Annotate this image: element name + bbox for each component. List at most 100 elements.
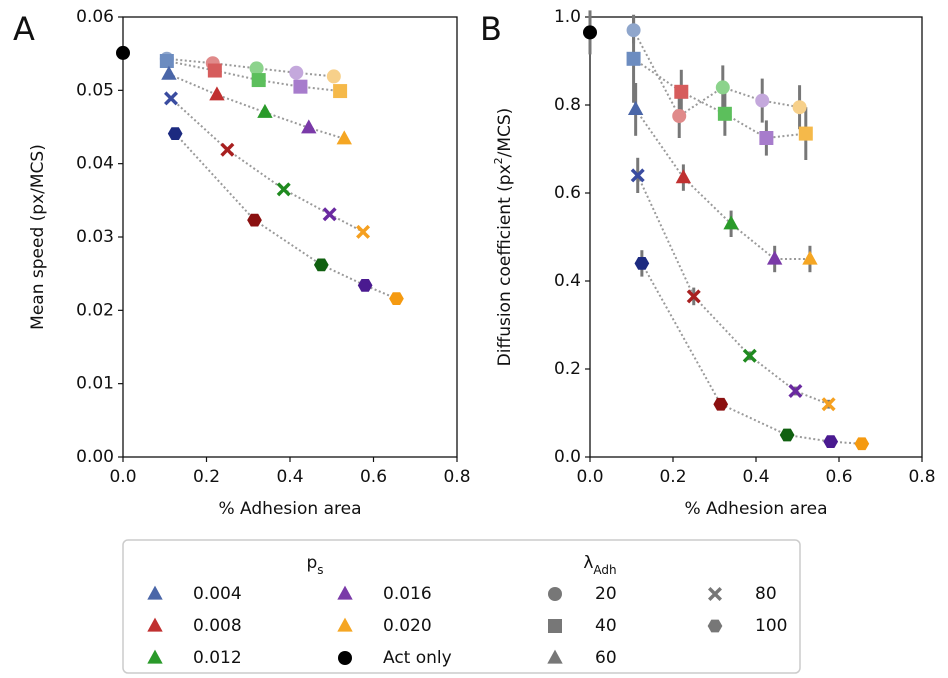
marker — [634, 257, 650, 270]
legend-title: ps — [306, 553, 323, 577]
legend-label: 60 — [595, 648, 617, 668]
connector-line — [633, 57, 806, 140]
y-tick-label: 0.03 — [76, 227, 114, 247]
legend-swatch — [147, 617, 163, 632]
y-axis-label-sup: 2 — [492, 157, 505, 164]
marker — [802, 250, 818, 265]
legend-marker — [708, 587, 722, 601]
marker — [627, 101, 644, 115]
y-axis-label: Diffusion coefficient (px2/MCS) — [492, 108, 516, 367]
x-tick-label: 0.8 — [443, 467, 470, 487]
marker — [289, 65, 304, 80]
marker — [792, 100, 807, 115]
marker — [821, 397, 836, 412]
legend-swatch — [147, 649, 163, 664]
marker — [389, 292, 404, 305]
x-axis-label: % Adhesion area — [219, 499, 362, 519]
legend-marker — [548, 587, 562, 601]
y-tick-label: 0.06 — [76, 7, 114, 27]
legend-marker — [547, 649, 563, 664]
y-tick-label: 0.4 — [554, 271, 581, 291]
marker — [247, 213, 262, 227]
marker — [715, 80, 730, 95]
connector-line — [174, 132, 397, 300]
legend-label: 0.016 — [383, 584, 432, 604]
x-tick-label: 0.0 — [576, 467, 603, 487]
legend-title-sub: Adh — [593, 563, 616, 577]
legend-swatch — [337, 585, 353, 600]
y-tick-label: 0.8 — [554, 95, 581, 115]
marker — [336, 130, 352, 145]
y-axis-label: Mean speed (px/MCS) — [28, 144, 48, 330]
panel-label: A — [13, 10, 35, 48]
marker — [333, 84, 348, 99]
marker — [209, 86, 225, 101]
marker — [675, 169, 692, 184]
y-tick-label: 0.00 — [76, 447, 114, 467]
legend-label: 20 — [595, 584, 617, 604]
marker — [713, 397, 729, 411]
legend-label: 40 — [595, 616, 617, 636]
marker — [759, 131, 774, 145]
marker — [723, 215, 739, 230]
y-tick-label: 1.0 — [554, 7, 581, 27]
marker — [220, 142, 235, 157]
legend-label: Act only — [383, 648, 452, 668]
y-tick-label: 0.0 — [554, 447, 581, 467]
x-tick-label: 0.8 — [908, 467, 935, 487]
x-tick-label: 0.2 — [193, 467, 220, 487]
y-tick-label: 0.04 — [76, 154, 114, 174]
marker — [249, 61, 264, 76]
marker — [766, 250, 783, 265]
y-tick-label: 0.6 — [554, 183, 581, 203]
marker — [257, 103, 273, 118]
x-tick-label: 0.4 — [276, 467, 303, 487]
y-axis-label-part: /MCS) — [495, 108, 515, 158]
marker — [798, 126, 813, 141]
legend-label: 100 — [755, 616, 787, 636]
marker — [672, 109, 687, 123]
legend-label: 0.020 — [383, 616, 432, 636]
marker — [686, 289, 701, 304]
connector-line — [166, 60, 341, 93]
marker — [674, 84, 689, 99]
marker — [293, 79, 308, 94]
y-tick-label: 0.02 — [76, 300, 114, 320]
legend-swatch — [147, 585, 163, 600]
x-tick-label: 0.4 — [742, 467, 769, 487]
legend-label: 0.008 — [193, 616, 242, 636]
marker — [823, 435, 839, 448]
connector-line — [636, 174, 829, 406]
connector-line — [632, 29, 800, 118]
marker — [164, 91, 179, 106]
legend-box — [122, 539, 801, 674]
marker — [326, 69, 341, 84]
marker — [276, 182, 291, 197]
marker — [167, 127, 183, 140]
marker — [755, 93, 770, 108]
legend-title-main: p — [306, 553, 317, 573]
marker — [313, 258, 329, 272]
legend-marker — [548, 619, 562, 633]
marker — [626, 51, 641, 66]
marker — [626, 23, 641, 38]
legend-swatch — [337, 617, 353, 632]
marker — [630, 168, 645, 183]
marker — [207, 63, 222, 78]
marker — [854, 437, 870, 451]
marker — [251, 73, 266, 88]
marker — [788, 384, 803, 398]
x-axis-label: % Adhesion area — [685, 499, 828, 519]
marker — [779, 428, 795, 442]
legend-swatch — [338, 651, 352, 665]
axis-frame — [122, 16, 458, 458]
x-tick-label: 0.2 — [659, 467, 686, 487]
marker — [161, 65, 177, 80]
legend-label: 0.004 — [193, 584, 242, 604]
axis-frame — [589, 16, 923, 458]
legend-title-sub: s — [317, 563, 323, 577]
marker — [116, 45, 130, 60]
y-tick-label: 0.2 — [554, 359, 581, 379]
y-tick-label: 0.05 — [76, 80, 114, 100]
